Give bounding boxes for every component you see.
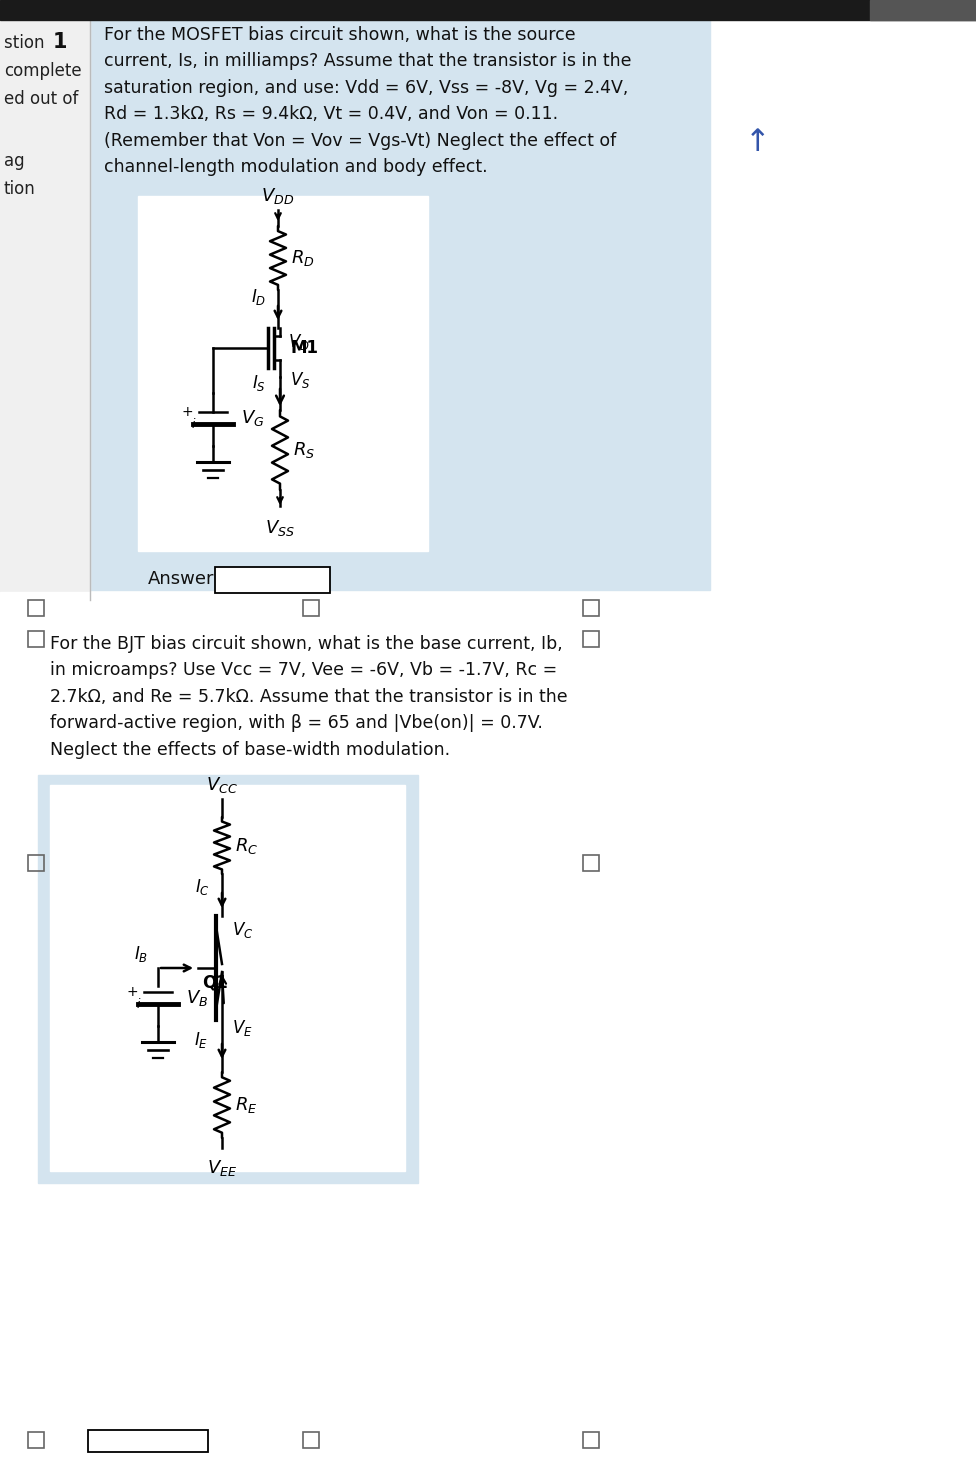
Bar	[0, 0, 976, 20]
Text: $V_E$: $V_E$	[232, 1018, 253, 1038]
Bar	[38, 775, 418, 1183]
Text: ↑: ↑	[745, 129, 770, 156]
Text: i: i	[137, 997, 140, 1010]
Text: $V_{EE}$: $V_{EE}$	[207, 1158, 237, 1178]
Bar	[0, 592, 976, 627]
Text: For the MOSFET bias circuit shown, what is the source
current, Is, in milliamps?: For the MOSFET bias circuit shown, what …	[104, 26, 631, 175]
Bar	[90, 20, 710, 591]
Text: $R_E$: $R_E$	[235, 1095, 258, 1116]
Text: ag: ag	[4, 152, 24, 170]
Text: $R_C$: $R_C$	[235, 835, 259, 855]
Text: $V_D$: $V_D$	[288, 332, 309, 352]
Bar	[28, 599, 44, 616]
Bar	[28, 1431, 44, 1447]
Bar	[583, 599, 599, 616]
Text: Q1: Q1	[202, 974, 227, 991]
Text: $I_S$: $I_S$	[252, 373, 266, 393]
Text: complete: complete	[4, 61, 82, 80]
Text: ed out of: ed out of	[4, 91, 78, 108]
Bar	[215, 567, 330, 594]
Text: 1: 1	[53, 32, 67, 53]
Text: tion: tion	[4, 180, 36, 197]
Text: $V_C$: $V_C$	[232, 920, 254, 940]
Text: $I_C$: $I_C$	[195, 877, 210, 898]
Text: Answer:: Answer:	[148, 570, 221, 588]
Text: +: +	[126, 985, 138, 999]
Bar	[28, 855, 44, 871]
Bar	[88, 1430, 208, 1452]
Text: $V_{SS}$: $V_{SS}$	[265, 518, 295, 538]
Text: $V_{DD}$: $V_{DD}$	[262, 186, 295, 206]
Bar	[0, 20, 90, 599]
Text: $R_D$: $R_D$	[291, 249, 314, 268]
Bar	[138, 196, 428, 551]
Text: $I_E$: $I_E$	[194, 1031, 208, 1050]
Bar	[583, 855, 599, 871]
Text: For the BJT bias circuit shown, what is the base current, Ib,
in microamps? Use : For the BJT bias circuit shown, what is …	[50, 635, 568, 759]
Bar	[0, 627, 976, 1462]
Bar	[870, 0, 976, 20]
Text: $V_{CC}$: $V_{CC}$	[206, 775, 238, 795]
Text: stion: stion	[4, 34, 50, 53]
Text: $I_B$: $I_B$	[134, 944, 148, 963]
Text: $R_S$: $R_S$	[293, 440, 315, 461]
Text: $V_G$: $V_G$	[241, 408, 264, 428]
Bar	[303, 599, 319, 616]
Bar	[28, 632, 44, 648]
Text: i: i	[191, 418, 195, 430]
Text: $V_S$: $V_S$	[290, 370, 310, 390]
Text: $I_D$: $I_D$	[251, 287, 266, 307]
Bar	[50, 785, 405, 1171]
Bar	[303, 1431, 319, 1447]
Text: M1: M1	[290, 339, 318, 357]
Bar	[583, 632, 599, 648]
Bar	[583, 1431, 599, 1447]
Text: +: +	[182, 405, 193, 420]
Text: $V_B$: $V_B$	[186, 988, 208, 1007]
